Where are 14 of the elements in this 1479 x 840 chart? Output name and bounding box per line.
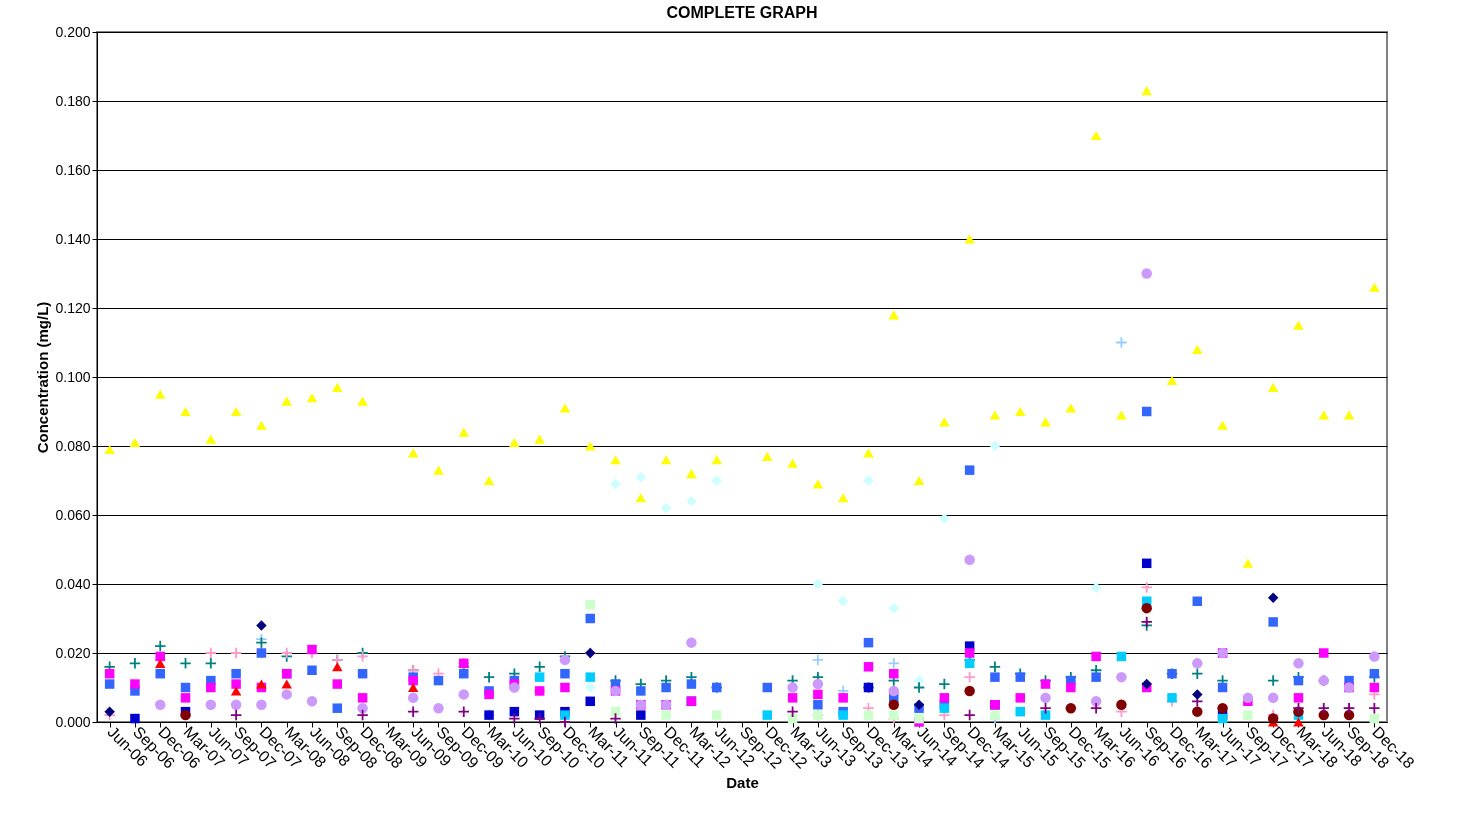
y-tick-label: 0.140 (55, 230, 91, 247)
chart-title: COMPLETE GRAPH (666, 4, 818, 21)
y-tick-label: 0.020 (55, 644, 91, 661)
y-tick-label: 0.160 (55, 161, 91, 178)
y-tick-label: 0.120 (55, 299, 91, 316)
y-tick-label: 0.040 (55, 575, 91, 592)
y-tick-label: 0.200 (55, 23, 91, 40)
x-axis-title: Date (726, 773, 759, 791)
y-tick-label: 0.000 (55, 713, 91, 730)
y-tick-label: 0.100 (55, 368, 91, 385)
y-tick-label: 0.060 (55, 506, 91, 523)
y-tick-label: 0.080 (55, 437, 91, 454)
y-tick-label: 0.180 (55, 92, 91, 109)
y-axis-title: Concentration (mg/L) (34, 301, 52, 454)
